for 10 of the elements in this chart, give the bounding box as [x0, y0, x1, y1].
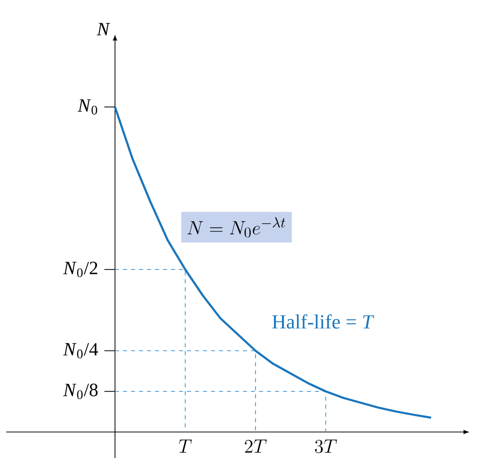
annotation: N$_{0}$/4: [63, 342, 98, 358]
annotation: $N = N_0e^{-\lambda t}$: [187, 217, 286, 238]
annotation: Half-life = T: [272, 314, 374, 328]
annotation: N$_{0}$/8: [63, 383, 98, 399]
annotation: N$_{0}$/2: [63, 262, 98, 277]
x-tick-label: $T$: [178, 439, 192, 452]
y-axis-title: N: [96, 22, 110, 36]
annotation: N$_{0}$: [78, 99, 98, 114]
x-tick-label: $3T$: [315, 439, 337, 453]
x-tick-label: $2T$: [244, 439, 267, 452]
